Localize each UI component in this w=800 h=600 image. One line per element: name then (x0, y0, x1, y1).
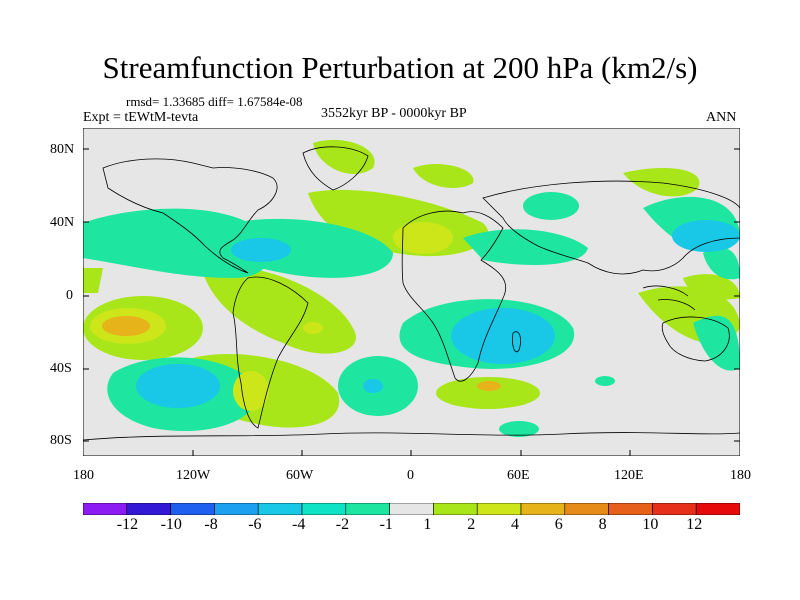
experiment-label: Expt = tEWtM-tevta (83, 110, 199, 125)
axis-ticks (83, 148, 740, 456)
coastlines (83, 146, 740, 441)
x-tick-60e: 60E (507, 468, 530, 483)
x-tick-180w: 180 (73, 468, 94, 483)
colorbar-label: 4 (511, 516, 519, 533)
season-label: ANN (706, 110, 737, 125)
y-tick-40s: 40S (50, 361, 72, 376)
y-tick-0: 0 (66, 288, 73, 303)
colorbar-swatch (170, 503, 215, 515)
x-tick-120w: 120W (176, 468, 211, 483)
x-tick-180e: 180 (730, 468, 751, 483)
colorbar-label: -10 (160, 516, 182, 533)
colorbar-label: -2 (335, 516, 350, 533)
x-tick-0: 0 (407, 468, 414, 483)
positive-anomaly-cores (90, 222, 501, 411)
y-tick-40n: 40N (50, 215, 75, 230)
colorbar-label: -8 (204, 516, 218, 533)
colorbar-swatch (83, 503, 128, 515)
negative-anomaly-cores (136, 220, 740, 408)
colorbar-swatch (695, 503, 740, 515)
colorbar-swatch (564, 503, 609, 515)
colorbar-swatch (257, 503, 303, 515)
map-panel (83, 128, 740, 456)
period-label: 3552kyr BP - 0000kyr BP (321, 106, 467, 121)
colorbar-label: -6 (248, 516, 262, 533)
colorbar-swatch (433, 503, 478, 515)
colorbar-swatch (476, 503, 522, 515)
colorbar-swatch (520, 503, 566, 515)
colorbar-swatch (301, 503, 347, 515)
colorbar-label: 1 (423, 516, 432, 533)
colorbar-swatch (126, 503, 171, 515)
y-tick-80n: 80N (50, 142, 75, 157)
colorbar-label: 10 (642, 516, 659, 533)
colorbar-label: 6 (554, 516, 563, 533)
stats-line: rmsd= 1.33685 diff= 1.67584e-08 (126, 94, 303, 109)
colorbar-label: -12 (116, 516, 139, 533)
colorbar-label: 2 (467, 516, 476, 533)
colorbar-swatch (214, 503, 259, 515)
colorbar-swatch (389, 503, 434, 515)
plot-title: Streamfunction Perturbation at 200 hPa (… (102, 50, 698, 85)
colorbar-swatch (608, 503, 653, 515)
y-tick-80s: 80S (50, 433, 72, 448)
x-tick-120e: 120E (614, 468, 644, 483)
x-tick-60w: 60W (286, 468, 314, 483)
colorbar-label: -1 (379, 516, 393, 533)
colorbar-swatch (345, 503, 390, 515)
colorbar-label: 12 (686, 516, 703, 533)
colorbar-swatch (652, 503, 697, 515)
colorbar (83, 503, 740, 515)
colorbar-label: 8 (598, 516, 607, 533)
colorbar-label: -4 (292, 516, 306, 533)
